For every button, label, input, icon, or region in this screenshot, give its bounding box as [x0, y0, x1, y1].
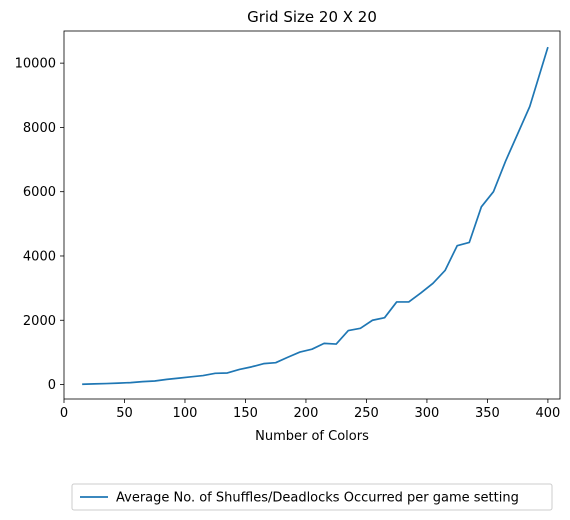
data-point [444, 269, 446, 271]
data-point [190, 376, 192, 378]
legend-label: Average No. of Shuffles/Deadlocks Occurr… [116, 491, 519, 506]
x-tick-label: 100 [173, 406, 198, 421]
data-point [166, 378, 168, 380]
data-point [178, 377, 180, 379]
y-tick-label: 0 [48, 378, 56, 393]
data-point [432, 282, 434, 284]
plot-area: 0 50 100 150 200 250 300 350 4000200040006000800… [15, 30, 561, 421]
data-point [129, 381, 131, 383]
x-tick-label: 250 [354, 406, 379, 421]
data-point [468, 241, 470, 243]
x-tick-label: 350 [475, 406, 500, 421]
y-tick-label: 4000 [23, 249, 56, 264]
data-point [262, 362, 264, 364]
data-point [529, 105, 531, 107]
data-point [456, 244, 458, 246]
data-point [141, 380, 143, 382]
x-tick-label: 300 [415, 406, 440, 421]
data-point [226, 372, 228, 374]
data-point [359, 327, 361, 329]
series-line-0 [82, 46, 549, 386]
data-point [383, 316, 385, 318]
data-point [299, 351, 301, 353]
data-point [408, 301, 410, 303]
data-point [323, 342, 325, 344]
data-point [492, 191, 494, 193]
data-point [287, 356, 289, 358]
data-point [504, 160, 506, 162]
data-point [214, 372, 216, 374]
data-point [480, 206, 482, 208]
data-point [202, 374, 204, 376]
data-point [154, 380, 156, 382]
x-tick-label: 50 [116, 406, 133, 421]
y-tick-label: 10000 [15, 57, 56, 72]
data-point [311, 348, 313, 350]
x-tick-label: 400 [535, 406, 560, 421]
data-point [238, 368, 240, 370]
data-point [516, 133, 518, 135]
x-tick-label: 0 [60, 406, 68, 421]
y-tick-label: 6000 [23, 185, 56, 200]
chart-title: Grid Size 20 X 20 [247, 8, 377, 26]
data-point [117, 382, 119, 384]
y-tick-label: 8000 [23, 121, 56, 136]
x-tick-label: 200 [294, 406, 319, 421]
data-point [395, 301, 397, 303]
data-point [105, 382, 107, 384]
data-point [93, 383, 95, 385]
data-point [547, 46, 549, 48]
axes-frame [63, 30, 561, 400]
data-point [347, 329, 349, 331]
x-tick-label: 150 [233, 406, 258, 421]
legend-frame [71, 483, 553, 511]
x-axis-title: Number of Colors [255, 429, 369, 444]
data-point [335, 343, 337, 345]
data-point [420, 292, 422, 294]
data-point [371, 319, 373, 321]
legend: Average No. of Shuffles/Deadlocks Occurr… [71, 483, 553, 511]
y-tick-label: 2000 [23, 314, 56, 329]
data-point [275, 361, 277, 363]
data-point [81, 383, 83, 385]
data-point [250, 366, 252, 368]
